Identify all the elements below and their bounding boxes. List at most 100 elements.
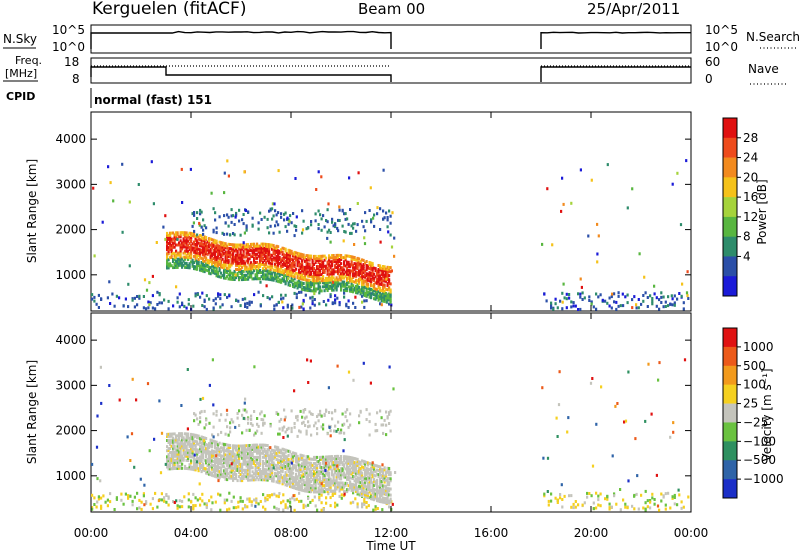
data-cell [385, 278, 387, 281]
data-cell [384, 466, 386, 469]
data-cell [148, 303, 150, 306]
data-cell [584, 501, 586, 504]
data-cell [193, 419, 195, 422]
data-cell [633, 507, 635, 510]
data-cell [349, 424, 351, 427]
data-cell [330, 295, 332, 298]
data-cell [132, 299, 134, 302]
data-cell [573, 305, 575, 308]
data-cell [247, 418, 249, 421]
data-cell [258, 291, 260, 294]
data-cell [313, 292, 315, 295]
data-cell [345, 415, 347, 418]
data-cell [237, 412, 239, 415]
data-cell [298, 306, 300, 309]
data-cell [364, 242, 366, 245]
data-cell [633, 495, 635, 498]
data-cell [219, 260, 221, 263]
data-cell [352, 302, 354, 305]
data-cell [353, 243, 355, 246]
data-cell [597, 495, 599, 498]
data-cell [249, 500, 251, 503]
data-cell [176, 238, 178, 241]
data-cell [382, 432, 384, 435]
data-cell [174, 445, 176, 448]
data-cell [379, 228, 381, 231]
data-cell [253, 293, 255, 296]
data-cell [385, 212, 387, 215]
data-cell [243, 213, 245, 216]
data-cell [181, 500, 183, 503]
data-cell [342, 413, 344, 416]
data-cell [391, 211, 393, 214]
data-cell [334, 298, 336, 301]
data-cell [118, 296, 120, 299]
data-cell [595, 293, 597, 296]
data-cell [129, 495, 131, 498]
data-cell [276, 507, 278, 510]
data-cell [331, 411, 333, 414]
data-cell [357, 502, 359, 505]
data-cell [193, 211, 195, 214]
data-cell [237, 501, 239, 504]
data-cell [246, 498, 248, 501]
data-cell [112, 199, 114, 202]
data-cell [319, 213, 321, 216]
data-cell [339, 219, 341, 222]
data-cell [220, 431, 222, 434]
data-cell [360, 411, 362, 414]
data-cell [352, 501, 354, 504]
data-cell [543, 493, 545, 496]
data-cell [615, 503, 617, 506]
data-cell [370, 186, 372, 189]
data-cell [205, 418, 207, 421]
data-cell [681, 295, 683, 298]
data-cell [217, 493, 219, 496]
data-cell [93, 296, 95, 299]
data-cell [261, 432, 263, 435]
data-cell [363, 259, 365, 262]
data-cell [283, 409, 285, 412]
data-cell [667, 492, 669, 495]
data-cell [568, 293, 570, 296]
data-cell [232, 214, 234, 217]
data-cell [580, 168, 582, 171]
data-cell [326, 237, 328, 240]
data-cell [390, 430, 392, 433]
data-cell [647, 499, 649, 502]
data-cell [564, 495, 566, 498]
data-cell [319, 285, 321, 288]
data-cell [271, 207, 273, 210]
data-cell [609, 503, 611, 506]
data-cell [590, 382, 592, 385]
data-cell [363, 306, 365, 309]
data-cell [205, 226, 207, 229]
data-cell [587, 235, 589, 238]
data-cell [228, 508, 230, 511]
data-cell [136, 492, 138, 495]
data-cell [343, 423, 345, 426]
data-cell [127, 283, 129, 286]
data-cell [582, 298, 584, 301]
data-cell [595, 507, 597, 510]
data-cell [223, 191, 225, 194]
data-cell [111, 293, 113, 296]
data-cell [607, 163, 609, 166]
data-cell [321, 501, 323, 504]
data-cell [390, 488, 392, 491]
freq-left-tick-bottom: 8 [72, 72, 80, 86]
data-cell [615, 308, 617, 311]
data-cell [296, 215, 298, 218]
data-cell [388, 505, 390, 508]
data-cell [181, 201, 183, 204]
data-cell [359, 278, 361, 281]
data-cell [595, 492, 597, 495]
data-cell [307, 497, 309, 500]
data-cell [152, 307, 154, 310]
data-cell [358, 421, 360, 424]
data-cell [277, 223, 279, 226]
data-cell [258, 228, 260, 231]
data-cell [341, 493, 343, 496]
data-cell [332, 302, 334, 305]
data-cell [620, 508, 622, 511]
